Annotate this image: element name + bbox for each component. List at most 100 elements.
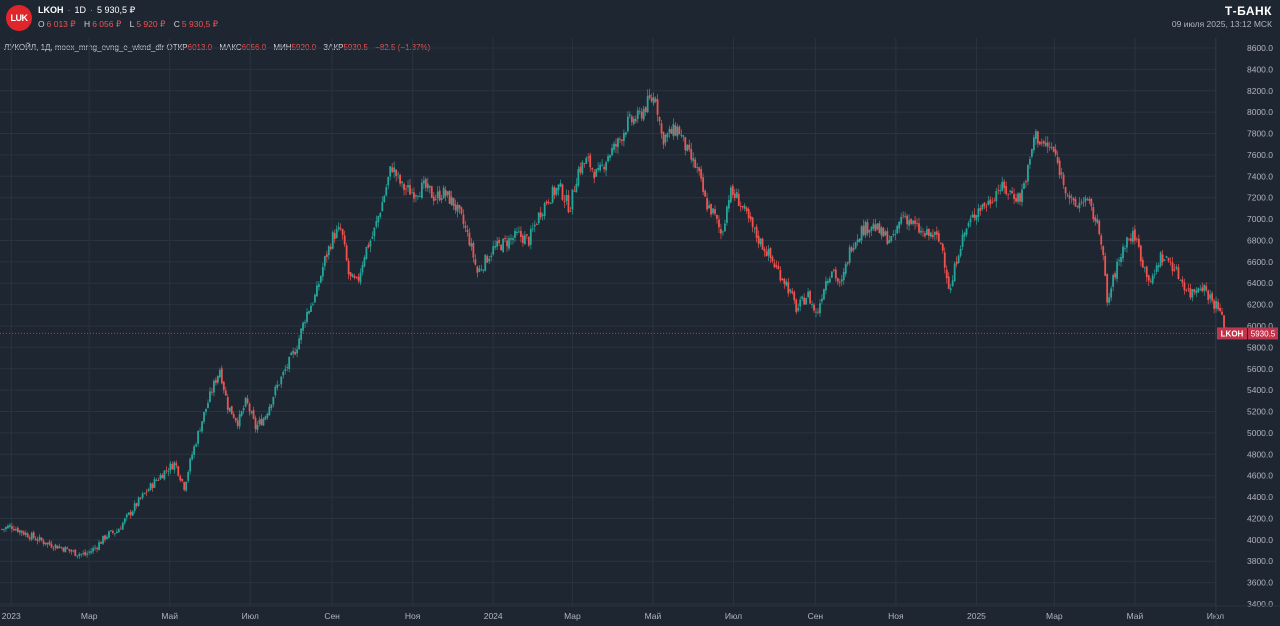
candle-body xyxy=(898,221,901,229)
candle-body xyxy=(403,183,405,191)
candle-body xyxy=(1003,181,1006,189)
candle-body xyxy=(290,352,293,356)
candle-body xyxy=(670,129,673,134)
candle-body xyxy=(110,530,112,532)
candle-body xyxy=(266,413,269,418)
candle-body xyxy=(104,535,106,540)
candle-body xyxy=(684,137,687,151)
x-tick-label: 2024 xyxy=(484,611,503,621)
candle-body xyxy=(306,311,308,322)
candle-body xyxy=(1084,197,1087,202)
candle-body xyxy=(1179,280,1182,281)
candle-body xyxy=(365,246,368,259)
candle-body xyxy=(1056,156,1059,163)
candle-body xyxy=(1015,198,1017,202)
candle-body xyxy=(1139,245,1142,262)
candle-body xyxy=(1197,288,1200,293)
candle-body xyxy=(725,206,728,223)
interval-label[interactable]: 1D xyxy=(74,5,87,15)
candle-body xyxy=(151,483,154,489)
candle-body xyxy=(828,278,831,283)
candle-body xyxy=(434,199,437,200)
candle-body xyxy=(571,189,574,210)
candle-body xyxy=(951,280,954,287)
candle-body xyxy=(777,266,780,270)
candle-body xyxy=(106,536,108,539)
candle-body xyxy=(1171,262,1174,272)
candle-body xyxy=(646,96,649,113)
x-tick-label: 2023 xyxy=(2,611,21,621)
candle-body xyxy=(14,529,17,531)
candle-body xyxy=(131,511,134,516)
y-tick-label: 4000.0 xyxy=(1247,535,1273,545)
candle-body xyxy=(506,240,508,247)
candle-body xyxy=(864,221,867,236)
candle-body xyxy=(504,237,506,240)
candle-body xyxy=(1155,265,1158,272)
candle-body xyxy=(664,134,667,143)
candle-body xyxy=(832,269,835,271)
candle-body xyxy=(361,265,364,273)
symbol-ticker[interactable]: LKOH xyxy=(38,5,64,15)
candle-body xyxy=(316,285,318,297)
symbol-title[interactable]: LKOH · 1D · 5 930,5 ₽ xyxy=(38,5,136,15)
candle-body xyxy=(102,535,104,544)
candle-body xyxy=(987,200,990,205)
candle-body xyxy=(640,111,643,119)
candle-body xyxy=(149,483,152,490)
candle-body xyxy=(159,474,162,480)
candle-body xyxy=(1096,219,1099,223)
candle-body xyxy=(294,351,297,355)
candle-body xyxy=(1173,269,1176,271)
candle-body xyxy=(634,119,637,122)
candle-body xyxy=(1104,255,1107,276)
candle-body xyxy=(264,416,267,420)
candle-body xyxy=(1203,285,1206,291)
y-tick-label: 8200.0 xyxy=(1247,86,1273,96)
candle-body xyxy=(1068,195,1071,199)
candle-body xyxy=(78,554,81,556)
candle-body xyxy=(638,111,641,113)
candle-body xyxy=(321,267,324,277)
candle-body xyxy=(1090,198,1093,207)
y-tick-label: 3800.0 xyxy=(1247,556,1273,566)
candle-body xyxy=(121,522,124,530)
candle-body xyxy=(108,531,110,538)
candle-body xyxy=(648,94,651,98)
candle-body xyxy=(729,187,732,203)
candle-body xyxy=(147,489,150,492)
candle-body xyxy=(1011,190,1013,194)
candle-body xyxy=(1005,185,1008,194)
ohlc-close-value: 5 930,5 ₽ xyxy=(181,19,219,29)
candle-body xyxy=(914,220,916,224)
candle-body xyxy=(218,370,221,378)
candle-body xyxy=(737,194,740,207)
candle-body xyxy=(440,198,443,200)
candle-body xyxy=(924,233,926,237)
candle-body xyxy=(1094,217,1097,222)
candle-body xyxy=(1122,246,1124,259)
candle-body xyxy=(916,223,918,224)
candle-body xyxy=(494,246,497,248)
candle-body xyxy=(442,187,445,199)
candle-body xyxy=(405,188,407,190)
candle-body xyxy=(628,114,631,116)
candle-body xyxy=(577,169,580,186)
candle-body xyxy=(1217,301,1219,310)
candle-body xyxy=(478,268,481,272)
candle-body xyxy=(609,155,611,158)
candle-body xyxy=(343,235,346,245)
candle-body xyxy=(296,349,299,354)
candle-body xyxy=(1112,275,1115,287)
candle-body xyxy=(173,462,176,470)
candle-body xyxy=(280,376,283,385)
candle-body xyxy=(753,227,756,229)
x-tick-label: Май xyxy=(161,611,178,621)
candle-body xyxy=(258,419,261,424)
candle-body xyxy=(514,230,516,238)
candle-body xyxy=(518,231,520,233)
candle-body xyxy=(704,190,707,197)
candle-body xyxy=(971,214,974,218)
candle-body xyxy=(325,254,328,258)
